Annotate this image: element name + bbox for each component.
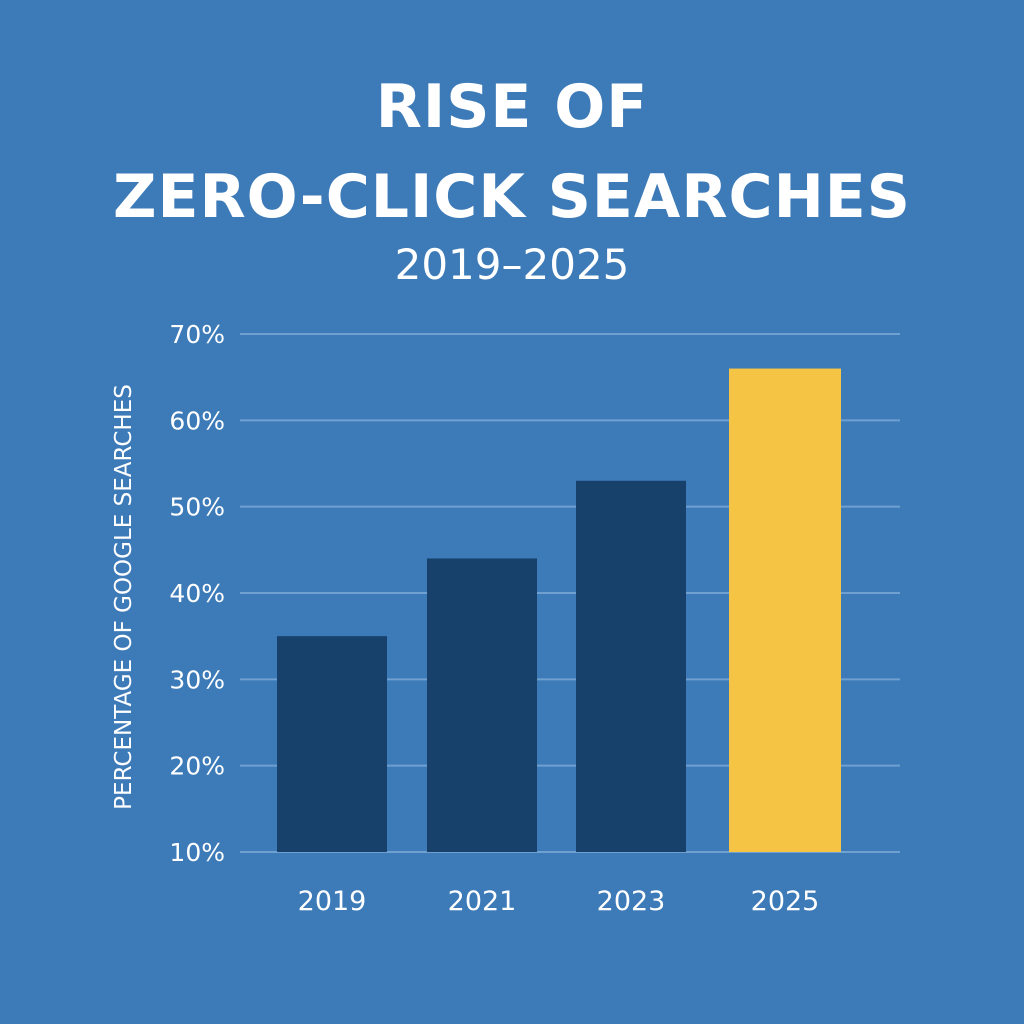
y-axis-ticks: 10% 20% 30% 40% 50% 60% 70%: [169, 320, 225, 867]
bars: [277, 368, 841, 852]
bar-2021: [427, 558, 537, 852]
y-tick-label: 40%: [169, 579, 225, 608]
x-tick-label: 2021: [448, 886, 517, 917]
y-axis-title: PERCENTAGE OF GOOGLE SEARCHES: [111, 384, 137, 810]
y-tick-label: 60%: [169, 406, 225, 435]
x-tick-label: 2019: [298, 886, 367, 917]
y-tick-label: 10%: [169, 838, 225, 867]
x-tick-label: 2023: [597, 886, 666, 917]
y-tick-label: 70%: [169, 320, 225, 349]
chart-title: RISE OF ZERO-CLICK SEARCHES: [0, 62, 1024, 242]
chart-title-line-2: ZERO-CLICK SEARCHES: [112, 162, 911, 232]
bar-2023: [576, 480, 686, 852]
y-tick-label: 20%: [169, 752, 225, 781]
bar-2025: [729, 368, 841, 852]
chart-title-line-1: RISE OF: [375, 72, 649, 142]
x-tick-label: 2025: [751, 886, 820, 917]
chart-subtitle: 2019–2025: [394, 240, 630, 289]
y-tick-label: 50%: [169, 493, 225, 522]
bar-2019: [277, 636, 387, 852]
x-axis-ticks: 2019 2021 2023 2025: [298, 886, 820, 917]
y-tick-label: 30%: [169, 665, 225, 694]
